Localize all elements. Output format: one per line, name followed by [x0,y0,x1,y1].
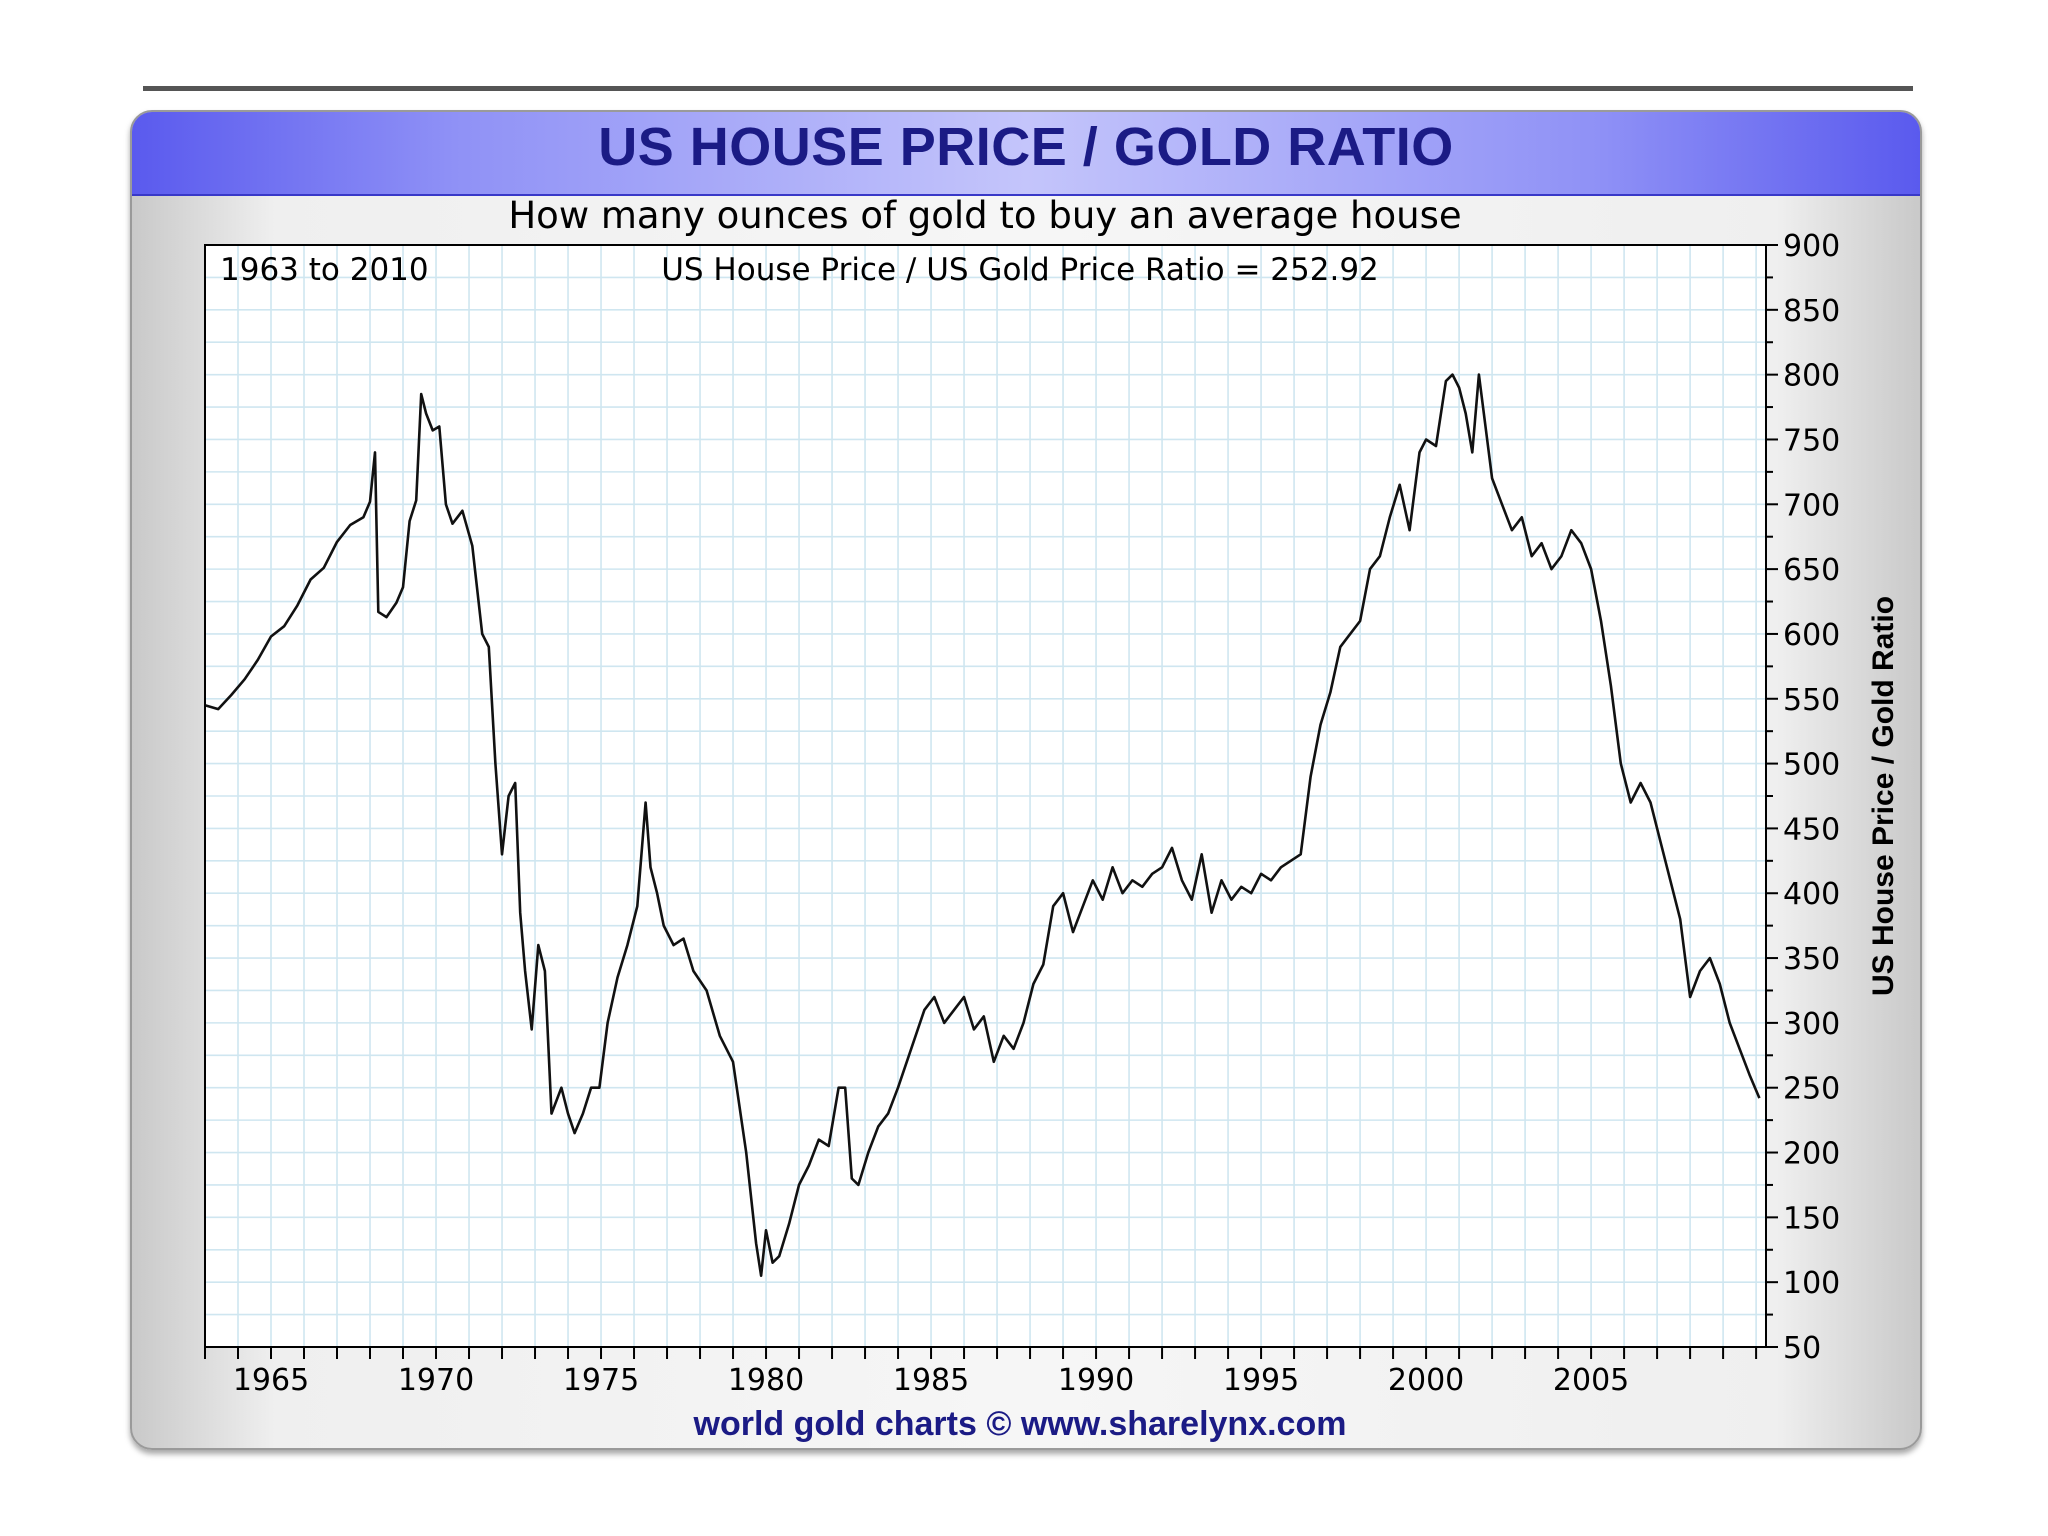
y-tick-label: 250 [1783,1072,1840,1107]
y-tick-label: 500 [1783,748,1840,783]
x-tick-label: 2000 [1388,1363,1464,1398]
y-axis-tick-labels: 50 100 150 200 250 300 350 400 450 500 550 600 650 70… [1783,229,1840,1366]
y-tick-label: 600 [1783,618,1840,653]
x-tick-label: 2005 [1553,1363,1629,1398]
y-axis-label: US House Price / Gold Ratio [1867,596,1900,996]
x-tick-label: 1970 [398,1363,474,1398]
range-label: 1963 to 2010 [220,252,429,288]
chart-subtitle: How many ounces of gold to buy an averag… [508,194,1461,237]
y-tick-label: 400 [1783,877,1840,912]
y-tick-label: 750 [1783,423,1840,458]
y-tick-label: 50 [1783,1331,1821,1366]
y-tick-label: 150 [1783,1201,1840,1236]
y-tick-label: 450 [1783,812,1840,847]
x-tick-label: 1990 [1058,1363,1134,1398]
x-tick-label: 1985 [893,1363,969,1398]
footer-credit: world gold charts © www.sharelynx.com [693,1405,1347,1443]
y-tick-label: 700 [1783,488,1840,523]
x-tick-label: 1980 [728,1363,804,1398]
y-tick-label: 200 [1783,1137,1840,1172]
y-tick-label: 900 [1783,229,1840,264]
y-tick-label: 850 [1783,294,1840,329]
y-tick-label: 350 [1783,942,1840,977]
x-tick-label: 1995 [1223,1363,1299,1398]
y-tick-label: 550 [1783,683,1840,718]
y-tick-label: 650 [1783,553,1840,588]
y-tick-label: 300 [1783,1007,1840,1042]
y-tick-label: 100 [1783,1266,1840,1301]
x-tick-label: 1965 [233,1363,309,1398]
y-tick-label: 800 [1783,359,1840,394]
x-tick-label: 1975 [563,1363,639,1398]
current-value-label: US House Price / US Gold Price Ratio = 2… [661,252,1379,288]
x-axis-tick-labels: 1965 1970 1975 1980 1985 1990 1995 2000 2005 [233,1363,1629,1398]
